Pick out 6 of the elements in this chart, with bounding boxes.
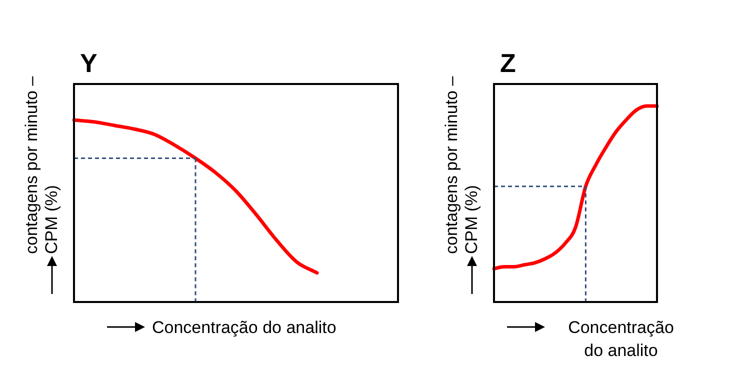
- x-axis-title: Concentração do analito: [152, 317, 338, 339]
- x-axis-title: Concentração do analito: [567, 317, 675, 362]
- chart-title: Y: [80, 48, 98, 79]
- y-axis-title: contagens por minuto – CPM (%): [442, 75, 482, 254]
- y-axis-title: contagens por minuto – CPM (%): [22, 75, 62, 254]
- chart-title: Z: [500, 48, 516, 79]
